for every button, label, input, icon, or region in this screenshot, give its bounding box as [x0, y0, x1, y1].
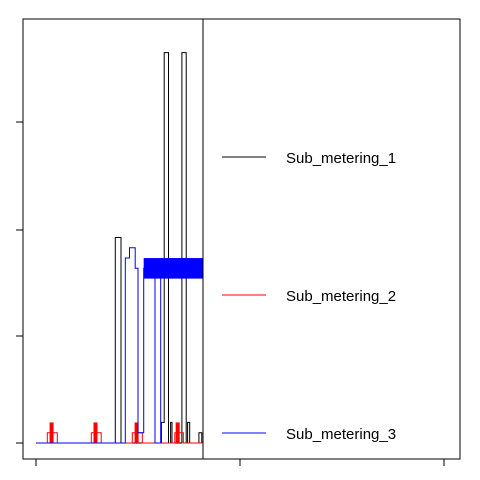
series-sub-metering-1	[36, 52, 367, 444]
legend-label: Sub_metering_1	[286, 150, 396, 167]
legend: Sub_metering_1 Sub_metering_2 Sub_metering…	[222, 150, 396, 443]
series-line	[36, 52, 367, 444]
legend-box	[202, 18, 461, 460]
axes	[16, 121, 445, 466]
legend-label: Sub_metering_2	[286, 288, 396, 305]
series-spike	[175, 422, 180, 443]
series-spike	[93, 422, 98, 443]
legend-label: Sub_metering_3	[286, 426, 396, 443]
series-spike	[49, 422, 54, 443]
series-spike	[134, 422, 139, 443]
